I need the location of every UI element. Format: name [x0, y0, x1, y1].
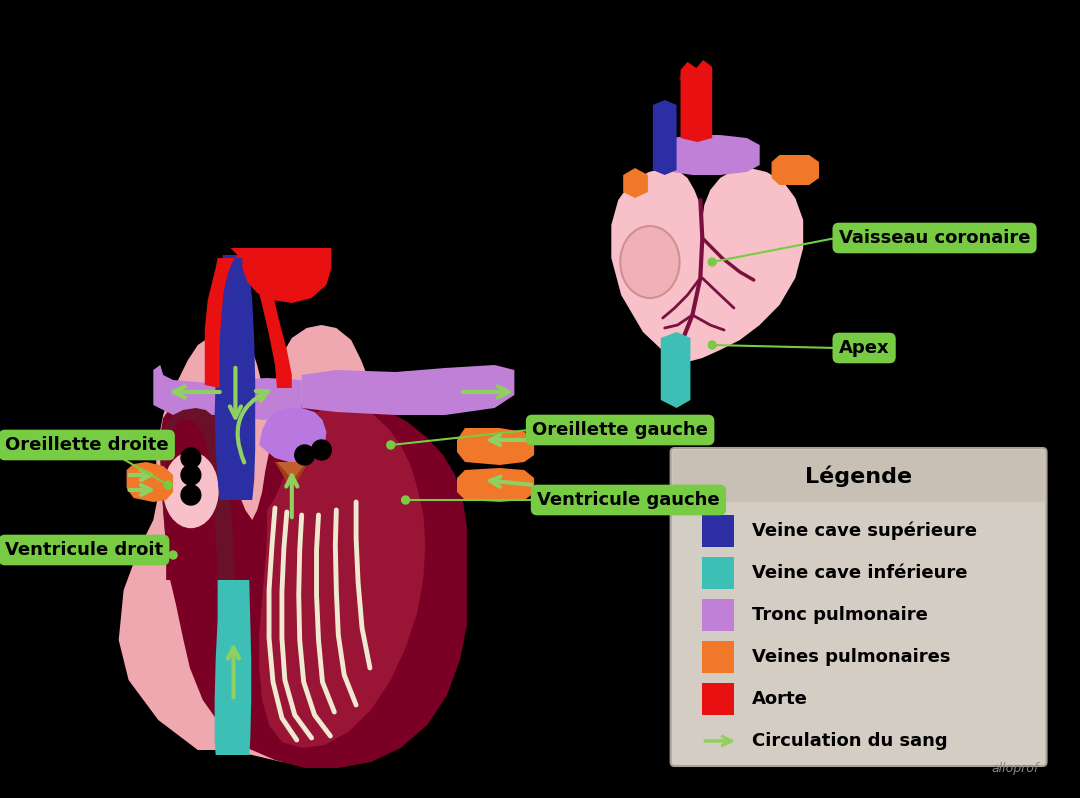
Polygon shape — [680, 75, 712, 142]
FancyBboxPatch shape — [702, 515, 734, 547]
Circle shape — [708, 341, 716, 349]
FancyBboxPatch shape — [702, 557, 734, 589]
Polygon shape — [661, 332, 690, 408]
Polygon shape — [160, 398, 467, 768]
FancyBboxPatch shape — [702, 641, 734, 673]
Polygon shape — [276, 462, 307, 480]
Text: Veine cave inférieure: Veine cave inférieure — [752, 564, 968, 582]
Text: Ventricule droit: Ventricule droit — [5, 541, 163, 559]
Polygon shape — [215, 255, 255, 500]
Text: Veine cave supérieure: Veine cave supérieure — [752, 522, 976, 540]
Polygon shape — [153, 365, 232, 415]
Polygon shape — [457, 468, 535, 502]
Circle shape — [181, 485, 201, 505]
Circle shape — [402, 496, 409, 504]
Polygon shape — [215, 580, 252, 755]
Text: Ventricule gauche: Ventricule gauche — [537, 491, 719, 509]
Polygon shape — [652, 100, 676, 175]
Polygon shape — [126, 462, 173, 502]
Ellipse shape — [164, 452, 218, 527]
FancyBboxPatch shape — [702, 599, 734, 631]
Polygon shape — [663, 135, 759, 175]
Text: Aorte: Aorte — [752, 690, 808, 708]
Polygon shape — [119, 322, 450, 765]
Polygon shape — [771, 155, 819, 185]
Text: Oreillette gauche: Oreillette gauche — [532, 421, 708, 439]
Text: Vaisseau coronaire: Vaisseau coronaire — [839, 229, 1030, 247]
Text: Oreillette droite: Oreillette droite — [5, 436, 168, 454]
Circle shape — [708, 258, 716, 266]
Polygon shape — [611, 168, 804, 362]
Polygon shape — [232, 378, 301, 420]
FancyBboxPatch shape — [702, 683, 734, 715]
Circle shape — [295, 445, 314, 465]
FancyBboxPatch shape — [671, 448, 1047, 766]
Polygon shape — [457, 428, 535, 465]
Polygon shape — [259, 408, 326, 462]
Circle shape — [312, 440, 332, 460]
Ellipse shape — [620, 226, 679, 298]
Text: Légende: Légende — [805, 465, 913, 487]
Circle shape — [387, 441, 394, 449]
Polygon shape — [623, 168, 648, 198]
Polygon shape — [242, 255, 292, 388]
Text: Veines pulmonaires: Veines pulmonaires — [752, 648, 950, 666]
Circle shape — [164, 481, 172, 489]
Polygon shape — [301, 365, 514, 415]
Text: Circulation du sang: Circulation du sang — [752, 732, 947, 750]
Text: Apex: Apex — [839, 339, 890, 357]
Polygon shape — [160, 408, 234, 580]
Polygon shape — [680, 60, 712, 80]
FancyBboxPatch shape — [673, 450, 1044, 502]
Polygon shape — [259, 405, 426, 748]
Circle shape — [181, 465, 201, 485]
Text: alloprof: alloprof — [991, 762, 1039, 775]
Circle shape — [170, 551, 177, 559]
Polygon shape — [275, 462, 309, 490]
Circle shape — [181, 448, 201, 468]
Text: Tronc pulmonaire: Tronc pulmonaire — [752, 606, 928, 624]
Polygon shape — [205, 248, 332, 388]
